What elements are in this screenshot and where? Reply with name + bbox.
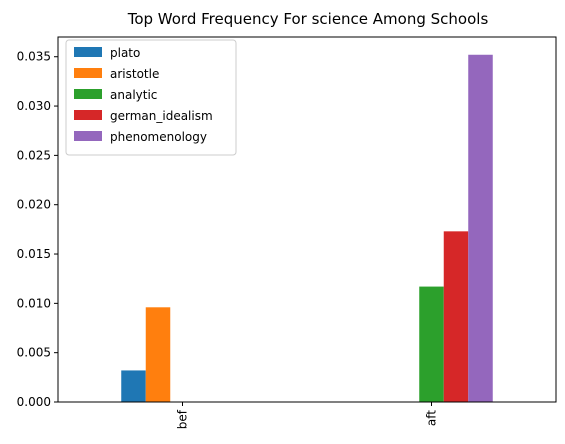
y-tick-label: 0.030 xyxy=(17,99,51,113)
y-tick-label: 0.010 xyxy=(17,296,51,310)
legend-label-german_idealism: german_idealism xyxy=(110,109,213,123)
y-tick-label: 0.035 xyxy=(17,50,51,64)
bar-phenomenology-aft xyxy=(468,54,493,403)
bar-analytic-aft xyxy=(419,286,444,402)
y-tick-label: 0.020 xyxy=(17,198,51,212)
legend-label-plato: plato xyxy=(110,46,140,60)
legend-label-analytic: analytic xyxy=(110,88,157,102)
legend: plato aristotle analytic german_idealismphe… xyxy=(65,39,237,156)
y-tick-label: 0.000 xyxy=(17,395,51,409)
legend-swatch-plato xyxy=(74,47,102,57)
legend-swatch-aristotle xyxy=(74,68,102,78)
x-tick-label: aft xyxy=(425,410,439,426)
chart-title: Top Word Frequency For science Among Sch… xyxy=(127,10,489,28)
y-tick-label: 0.025 xyxy=(17,148,51,162)
legend-frame xyxy=(65,39,237,156)
legend-label-phenomenology: phenomenology xyxy=(110,130,207,144)
bar-aristotle-bef xyxy=(145,307,171,402)
x-tick-label: bef xyxy=(176,409,190,429)
bar-plato-bef xyxy=(121,370,146,402)
y-tick-label: 0.005 xyxy=(17,346,51,360)
legend-label-aristotle: aristotle xyxy=(110,67,159,81)
y-tick-label: 0.015 xyxy=(17,247,51,261)
legend-swatch-analytic xyxy=(74,89,102,99)
axes-frame xyxy=(57,36,557,403)
plot-area: 0.000 0.005 0.010 0.015 0.020 0.025 0.030 0.035… xyxy=(17,36,557,429)
legend-swatch-phenomenology xyxy=(74,131,102,141)
bar-german_idealism-aft xyxy=(443,231,469,402)
legend-swatch-german_idealism xyxy=(74,110,102,120)
